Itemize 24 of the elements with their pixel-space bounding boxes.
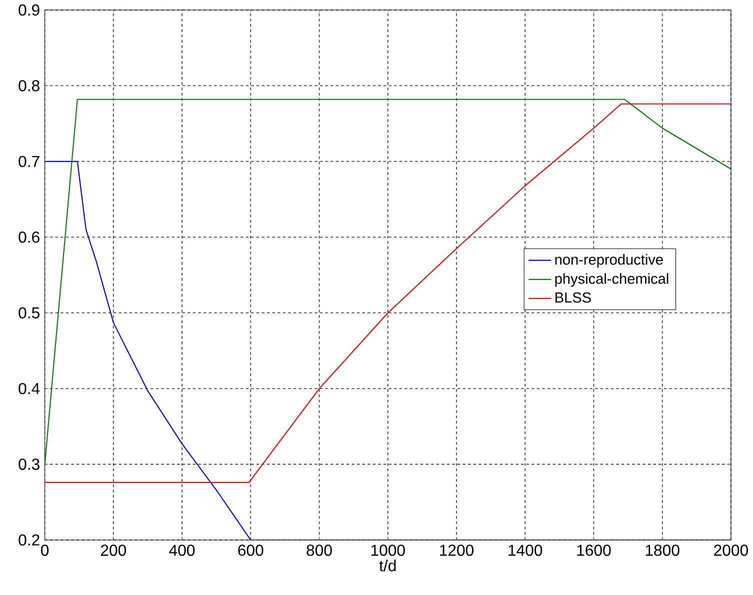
x-tick-label: 600 [238, 544, 264, 556]
y-tick-label: 0.2 [18, 534, 40, 546]
legend-label: non-reproductive [555, 254, 663, 268]
x-tick-label: 1600 [577, 544, 611, 556]
y-tick-label: 0.5 [18, 307, 40, 319]
y-tick-label: 0.7 [18, 156, 40, 168]
y-tick-label: 0.9 [18, 4, 40, 16]
y-tick-label: 0.8 [18, 80, 40, 92]
y-tick-label: 0.3 [18, 458, 40, 470]
x-tick-label: 0 [41, 544, 49, 556]
legend-label: physical-chemical [555, 273, 668, 287]
y-tick-label: 0.6 [18, 232, 40, 243]
x-tick-label: 2000 [714, 544, 748, 556]
x-axis-title: t/d [379, 560, 396, 572]
x-tick-label: 1400 [508, 544, 542, 556]
legend-label: BLSS [556, 292, 591, 303]
line-series [44, 161, 731, 540]
y-tick-label: 0.4 [18, 383, 40, 394]
x-tick-label: 1200 [440, 544, 474, 556]
x-tick-label: 200 [100, 544, 126, 556]
x-tick-label: 400 [169, 544, 195, 556]
x-tick-label: 1800 [646, 544, 680, 556]
x-tick-label: 1000 [371, 544, 405, 556]
x-tick-label: 800 [306, 544, 332, 556]
